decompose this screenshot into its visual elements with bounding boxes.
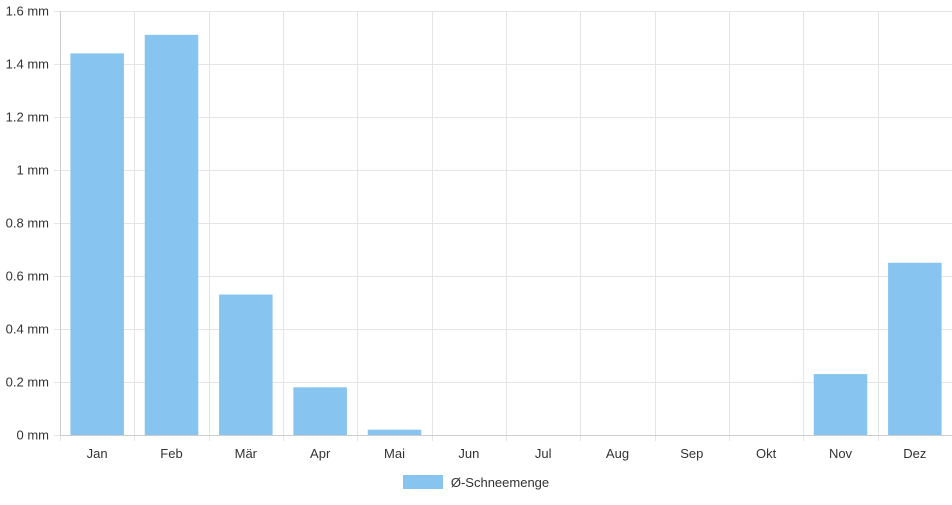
legend[interactable]: Ø-Schneemenge — [0, 472, 952, 492]
x-tick-label: Feb — [160, 446, 182, 461]
bar-Nov[interactable] — [813, 374, 868, 435]
legend-label: Ø-Schneemenge — [450, 474, 550, 490]
x-tick-label: Okt — [756, 446, 777, 461]
bar-Apr[interactable] — [293, 387, 347, 435]
y-tick-label: 1.2 mm — [6, 110, 49, 125]
x-tick-label: Jun — [458, 446, 479, 461]
x-tick-label: Apr — [310, 446, 331, 461]
bar-Mai[interactable] — [367, 429, 422, 435]
x-tick-label: Mai — [384, 446, 405, 461]
x-tick-label: Nov — [829, 446, 853, 461]
x-tick-label: Sep — [680, 446, 703, 461]
x-tick-label: Dez — [903, 446, 926, 461]
y-tick-label: 0.6 mm — [6, 269, 49, 284]
bar-Jan[interactable] — [70, 53, 124, 436]
y-tick-label: 0 mm — [17, 428, 50, 443]
axes: 0 mm 0.2 mm 0.4 mm 0.6 mm 0.8 mm 1 mm 1.2 mm 1.… — [6, 4, 952, 461]
legend-swatch — [402, 475, 443, 489]
x-tick-label: Jan — [87, 446, 108, 461]
y-tick-label: 0.8 mm — [6, 216, 49, 231]
bars — [70, 34, 942, 436]
bar-Mär[interactable] — [219, 294, 273, 435]
x-tick-label: Mär — [235, 446, 258, 461]
y-tick-label: 1 mm — [17, 163, 50, 178]
bar-Feb[interactable] — [144, 34, 199, 435]
bar-Dez[interactable] — [888, 262, 942, 435]
y-tick-label: 1.6 mm — [6, 4, 49, 19]
y-tick-label: 1.4 mm — [6, 57, 49, 72]
x-tick-label: Aug — [606, 446, 629, 461]
grid — [54, 11, 952, 441]
x-tick-label: Jul — [535, 446, 552, 461]
y-tick-label: 0.4 mm — [6, 322, 49, 337]
y-tick-label: 0.2 mm — [6, 375, 49, 390]
